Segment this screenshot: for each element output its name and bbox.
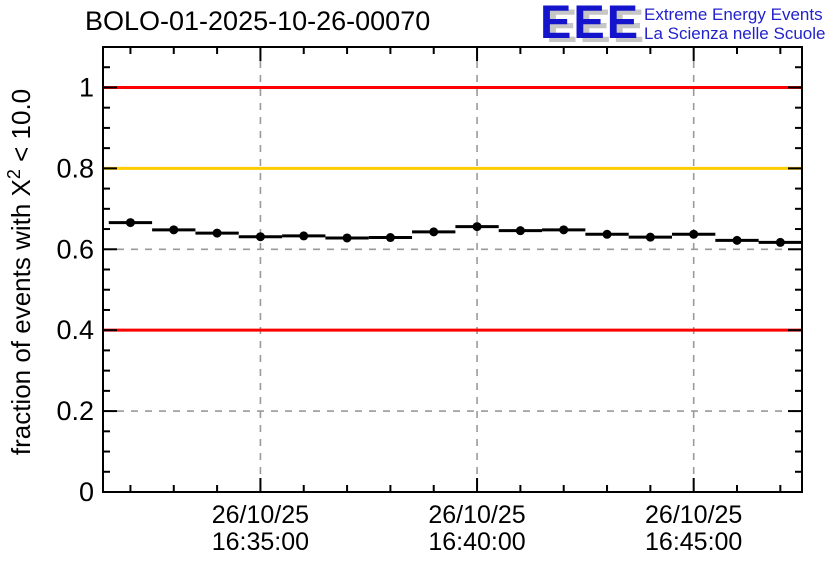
grid-lines — [103, 47, 802, 492]
data-point — [732, 235, 742, 245]
eee-logo-letters: EEE EEE — [540, 0, 647, 52]
data-point — [299, 231, 309, 241]
x-axis-labels: 26/10/2516:35:0026/10/2516:40:0026/10/25… — [212, 501, 743, 556]
data-point — [775, 237, 785, 247]
data-series — [108, 218, 802, 247]
data-point — [212, 228, 222, 238]
y-tick-label: 0.4 — [56, 315, 94, 345]
x-tick-label-date: 26/10/25 — [645, 501, 742, 529]
y-tick-label: 0.8 — [56, 153, 94, 183]
x-tick-label-date: 26/10/25 — [428, 501, 525, 529]
eee-logo-line2: La Scienza nelle Scuole — [644, 24, 826, 43]
eee-logo-text: Extreme Energy Events La Scienza nelle S… — [644, 2, 825, 43]
y-tick-label: 1 — [79, 72, 94, 102]
data-point — [602, 229, 612, 239]
data-point — [472, 222, 482, 232]
x-tick-label-date: 26/10/25 — [212, 501, 309, 529]
eee-logo-letters-shadow: EEE — [546, 0, 647, 52]
y-tick-label: 0.6 — [56, 234, 94, 264]
data-point — [169, 225, 179, 235]
data-point — [559, 225, 569, 235]
x-tick-label-time: 16:45:00 — [645, 528, 742, 556]
data-point — [385, 233, 395, 243]
axis-ticks — [103, 46, 802, 493]
y-axis-title: fraction of events with X2 < 10.0 — [4, 89, 36, 455]
data-point — [255, 232, 265, 242]
plot-title: BOLO-01-2025-10-26-00070 — [85, 6, 431, 36]
eee-logo-letters-main: EEE — [540, 0, 641, 48]
plot-frame — [102, 46, 803, 493]
data-point — [645, 232, 655, 242]
data-point — [342, 233, 352, 243]
y-tick-label: 0.2 — [56, 396, 94, 426]
data-point — [515, 226, 525, 236]
x-tick-label-time: 16:35:00 — [212, 528, 309, 556]
data-point — [429, 227, 439, 237]
eee-logo-line1: Extreme Energy Events — [644, 5, 823, 24]
y-axis-labels: 0 0.2 0.4 0.6 0.8 1 — [56, 72, 94, 507]
x-tick-label-time: 16:40:00 — [428, 528, 525, 556]
data-point — [125, 218, 135, 228]
y-tick-label: 0 — [79, 477, 94, 507]
reference-lines — [103, 85, 802, 332]
data-point — [689, 229, 699, 239]
eee-logo: EEE EEE Extreme Energy Events La Scienza… — [540, 0, 825, 52]
